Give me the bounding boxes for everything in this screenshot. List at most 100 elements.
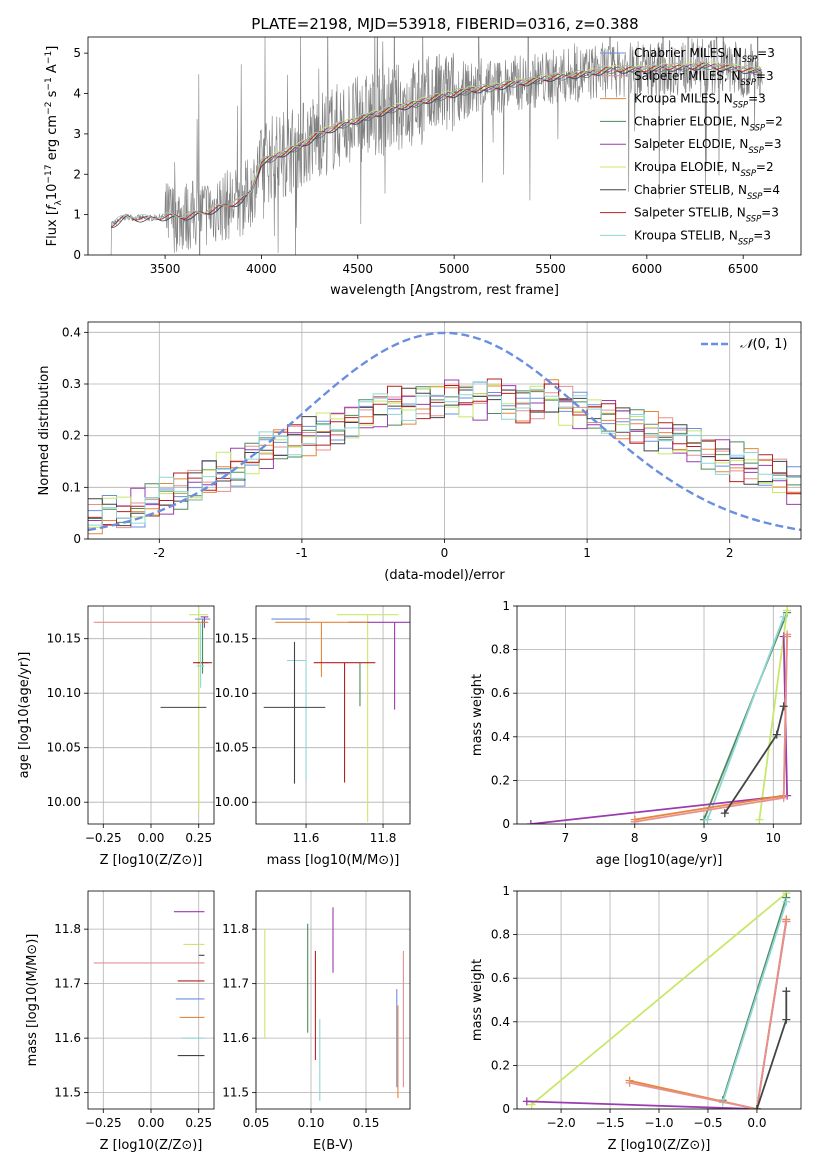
x-tick-label: 0.10 <box>298 1116 325 1130</box>
x-tick-label: 11.8 <box>370 831 397 845</box>
axes-age-vs-Z: −0.25 0.00 0.25 10.00 10.05 10.10 10.15 Z [log1… <box>47 605 215 868</box>
data-spectrum <box>107 37 763 255</box>
y-axis-label: Normed distribution <box>37 366 52 496</box>
axes-frame <box>87 605 215 825</box>
y-tick-label: 3 <box>73 127 81 141</box>
x-tick-label: −0.25 <box>85 1116 122 1130</box>
y-axis-label: mass [log10(M/M⊙)] <box>25 934 40 1067</box>
legend-label: Chabrier MILES, NSSP=3 <box>634 46 775 64</box>
plot-area <box>522 891 791 1109</box>
y-tick-label: 10.05 <box>47 741 81 755</box>
y-tick-label: 10.00 <box>215 795 249 809</box>
y-tick-label: 0.3 <box>62 377 81 391</box>
plot-area <box>263 614 410 822</box>
mass-weight-line <box>530 636 789 824</box>
x-tick-label: 0.00 <box>138 1116 165 1130</box>
plot-area <box>88 331 801 535</box>
y-tick-label: 0.4 <box>491 730 510 744</box>
y-tick-label: 10.15 <box>215 632 249 646</box>
axes-mass-vs-Z: −0.25 0.00 0.25 11.5 11.6 11.7 11.8 Z [log10(Z/… <box>54 890 215 1153</box>
axes-frame <box>255 605 411 825</box>
y-tick-label: 0.2 <box>491 773 510 787</box>
x-tick-label: 11.6 <box>293 831 320 845</box>
model-spectrum-salpeter-stelib <box>110 62 763 228</box>
x-tick-label: 4000 <box>246 262 277 276</box>
mass-weight-marker <box>779 612 788 621</box>
x-axis-label: age [log10(age/yr)] <box>596 853 723 868</box>
x-tick-label: −0.25 <box>85 831 122 845</box>
axes-frame <box>516 890 802 1110</box>
mass-weight-marker <box>782 1015 791 1024</box>
legend-label: Salpeter MILES, NSSP=3 <box>634 69 774 87</box>
y-tick-label: 0 <box>502 1102 510 1116</box>
x-tick-label: −0.5 <box>693 1116 722 1130</box>
y-axis-label: mass weight <box>470 674 485 756</box>
x-axis-label: wavelength [Angstrom, rest frame] <box>330 283 559 298</box>
mass-weight-marker <box>522 1097 531 1106</box>
y-tick-label: 1 <box>502 599 510 613</box>
mass-weight-marker <box>755 815 764 824</box>
y-tick-label: 0.1 <box>62 480 81 494</box>
x-axis-label: mass [log10(M/M⊙)] <box>267 853 400 868</box>
x-tick-label: 0.00 <box>138 831 165 845</box>
mass-weight-line <box>634 634 788 823</box>
x-tick-label: 0.15 <box>353 1116 380 1130</box>
y-tick-label: 0.4 <box>491 1015 510 1029</box>
mass-weight-marker <box>783 630 792 639</box>
axes-age-vs-mass: 11.6 11.8 10.00 10.05 10.10 10.15 mass [log10(… <box>215 605 411 868</box>
x-tick-label: 1 <box>583 546 591 560</box>
plot-area <box>93 911 205 1057</box>
y-tick-label: 0.8 <box>491 928 510 942</box>
legend-label: Chabrier STELIB, NSSP=4 <box>634 183 780 201</box>
y-tick-label: 5 <box>73 46 81 60</box>
y-tick-label: 0 <box>73 532 81 546</box>
mass-weight-marker <box>772 730 781 739</box>
mass-weight-line <box>706 616 785 820</box>
x-tick-label: 6000 <box>632 262 663 276</box>
mass-weight-line <box>526 921 788 1109</box>
axes-frame <box>87 321 802 540</box>
figure-title: PLATE=2198, MJD=53918, FIBERID=0316, z=0… <box>251 15 638 33</box>
x-tick-label: −1.5 <box>595 1116 624 1130</box>
legend-label: Salpeter ELODIE, NSSP=3 <box>634 137 782 155</box>
y-tick-label: 2 <box>73 167 81 181</box>
y-tick-label: 11.5 <box>222 1086 249 1100</box>
mass-weight-line <box>634 636 788 821</box>
y-tick-label: 11.6 <box>222 1031 249 1045</box>
x-tick-label: 9 <box>700 831 708 845</box>
axes-residuals: -2 -1 0 1 2 0 0.1 0.2 0.3 0.4 (data-model)/error No… <box>37 321 802 583</box>
x-tick-label: −1.0 <box>644 1116 673 1130</box>
x-tick-label: 0.25 <box>185 1116 212 1130</box>
mass-weight-marker <box>782 987 791 996</box>
mass-weight-marker <box>779 702 788 711</box>
x-tick-label: 0.0 <box>747 1116 766 1130</box>
y-tick-label: 11.7 <box>222 977 249 991</box>
axes-mass-weight-vs-age: 7 8 9 10 0 0.2 0.4 0.6 0.8 1 age [log10(age/yr)] ma… <box>470 599 802 868</box>
y-tick-label: 11.8 <box>222 922 249 936</box>
residual-hist-salpeter-stelib <box>88 378 801 526</box>
legend-label: Salpeter STELIB, NSSP=3 <box>634 206 779 224</box>
x-axis-label: E(B-V) <box>313 1138 353 1153</box>
y-tick-label: 0.6 <box>491 686 510 700</box>
axes-mass-weight-vs-Z: −2.0 −1.5 −1.0 −0.5 0.0 0 0.2 0.4 0.6 0.8 1 Z [log1… <box>470 884 802 1153</box>
x-tick-label: 7 <box>562 831 570 845</box>
axes-spectrum: 3500 4000 4500 5000 5500 6000 6500 0 1 2 3 4 5 wavele… <box>44 36 802 298</box>
axes-mass-vs-ebv: 0.05 0.10 0.15 11.5 11.6 11.7 11.8 E(B-V) <box>222 890 411 1153</box>
plot-area <box>526 606 792 824</box>
axes-frame <box>255 890 411 1110</box>
mass-weight-marker <box>783 606 792 615</box>
legend-label: Chabrier ELODIE, NSSP=2 <box>634 114 783 132</box>
y-tick-label: 11.6 <box>54 1031 81 1045</box>
y-tick-label: 0 <box>502 817 510 831</box>
x-tick-label: 5000 <box>439 262 470 276</box>
y-axis-label: age [log10(age/yr)] <box>17 652 32 779</box>
y-tick-label: 10.15 <box>47 632 81 646</box>
y-tick-label: 0.8 <box>491 643 510 657</box>
model-spectrum-kroupa-stelib <box>110 61 763 225</box>
mass-weight-marker <box>526 820 535 824</box>
plot-area <box>264 907 404 1101</box>
mass-weight-line <box>721 901 788 1103</box>
y-tick-label: 0.2 <box>62 429 81 443</box>
y-tick-label: 1 <box>502 884 510 898</box>
